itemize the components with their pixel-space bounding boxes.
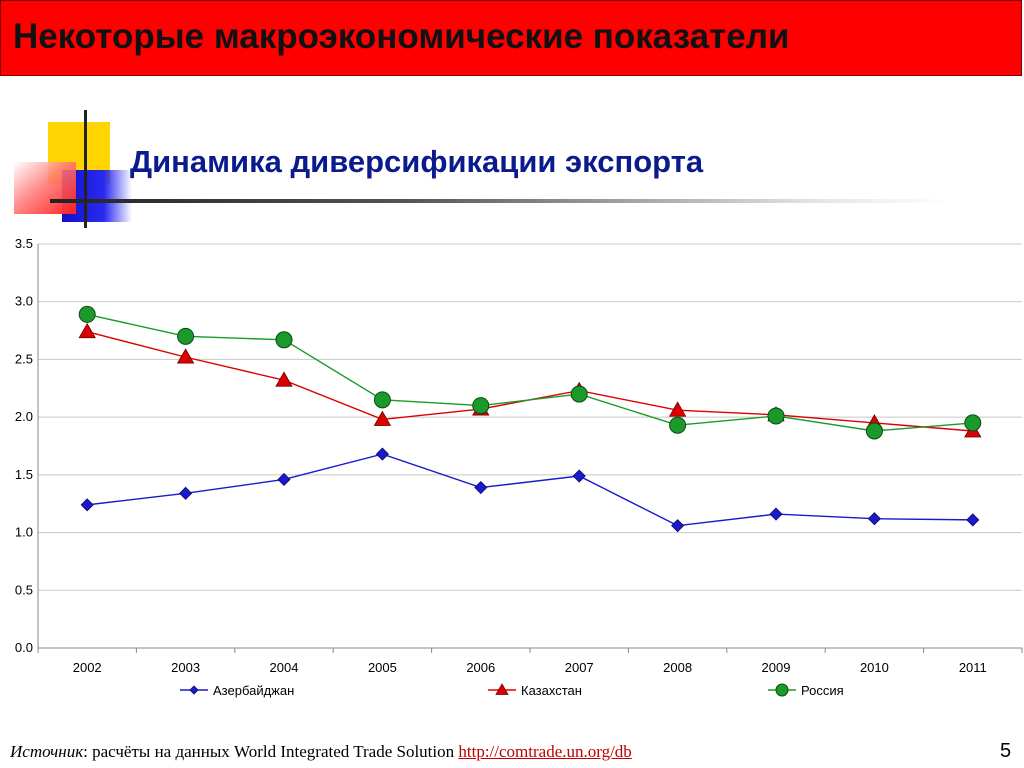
decor-red-square: [14, 162, 76, 214]
decor-vertical-line: [84, 110, 87, 228]
legend-label: Азербайджан: [213, 683, 294, 698]
data-point: [669, 416, 687, 434]
data-point: [775, 683, 789, 697]
data-point: [179, 486, 193, 500]
data-point: [375, 447, 389, 461]
y-tick-label: 0.5: [15, 582, 33, 597]
data-point: [472, 397, 490, 415]
line-chart: 0.0 0.5 1.0 1.5 2.0 2.5 3.0 3.5 2002 2003 2004 2005…: [15, 236, 1023, 698]
data-point: [964, 414, 982, 432]
data-point: [767, 407, 785, 425]
data-point: [78, 322, 96, 339]
data-point: [275, 371, 293, 387]
data-point: [78, 305, 96, 323]
series-line: [87, 313, 973, 432]
x-tick-label: 2005: [368, 660, 397, 675]
series-line: [87, 453, 973, 527]
data-point: [80, 498, 94, 512]
x-tick-label: 2006: [466, 660, 495, 675]
x-tick-label: 2002: [73, 660, 102, 675]
data-point: [572, 469, 586, 483]
data-point: [373, 410, 392, 426]
data-point: [966, 513, 980, 527]
data-point: [769, 507, 783, 521]
data-point: [495, 683, 509, 695]
header-title: Некоторые макроэкономические показатели: [13, 17, 790, 56]
source-text: : расчёты на данных World Integrated Tra…: [83, 742, 459, 761]
decor-horizontal-line: [50, 199, 950, 203]
header-bar: Некоторые макроэкономические показатели: [0, 0, 1022, 76]
x-tick-label: 2011: [959, 660, 987, 675]
y-tick-label: 3.5: [15, 236, 33, 251]
data-point: [373, 391, 391, 409]
x-tick-label: 2004: [270, 660, 299, 675]
x-tick-label: 2010: [860, 660, 889, 675]
y-tick-label: 3.0: [15, 294, 33, 309]
data-point: [867, 512, 881, 526]
source-footer: Источник: расчёты на данных World Integr…: [10, 742, 632, 762]
x-tick-label: 2007: [565, 660, 594, 675]
data-point: [277, 472, 291, 487]
data-point: [570, 385, 588, 403]
data-point: [474, 480, 488, 495]
series-line: [87, 331, 973, 432]
x-tick-label: 2003: [171, 660, 200, 675]
legend-label: Россия: [801, 683, 844, 698]
data-point: [176, 348, 195, 364]
page-number: 5: [1000, 740, 1012, 762]
data-point: [668, 401, 687, 417]
legend-label: Казахстан: [521, 683, 582, 698]
y-tick-label: 2.0: [15, 409, 33, 424]
data-point: [865, 422, 883, 440]
y-tick-label: 1.0: [15, 525, 33, 540]
data-point: [275, 331, 293, 349]
source-link[interactable]: http://comtrade.un.org/db: [458, 742, 632, 761]
x-tick-label: 2008: [663, 660, 692, 675]
source-label: Источник: [10, 742, 84, 761]
slide-subtitle: Динамика диверсификации экспорта: [130, 144, 704, 179]
data-point: [189, 685, 199, 695]
data-point: [671, 519, 685, 533]
data-point: [177, 327, 195, 345]
y-tick-label: 0.0: [15, 640, 33, 655]
x-tick-label: 2009: [762, 660, 791, 675]
y-tick-label: 2.5: [15, 351, 33, 366]
y-tick-label: 1.5: [15, 467, 33, 482]
